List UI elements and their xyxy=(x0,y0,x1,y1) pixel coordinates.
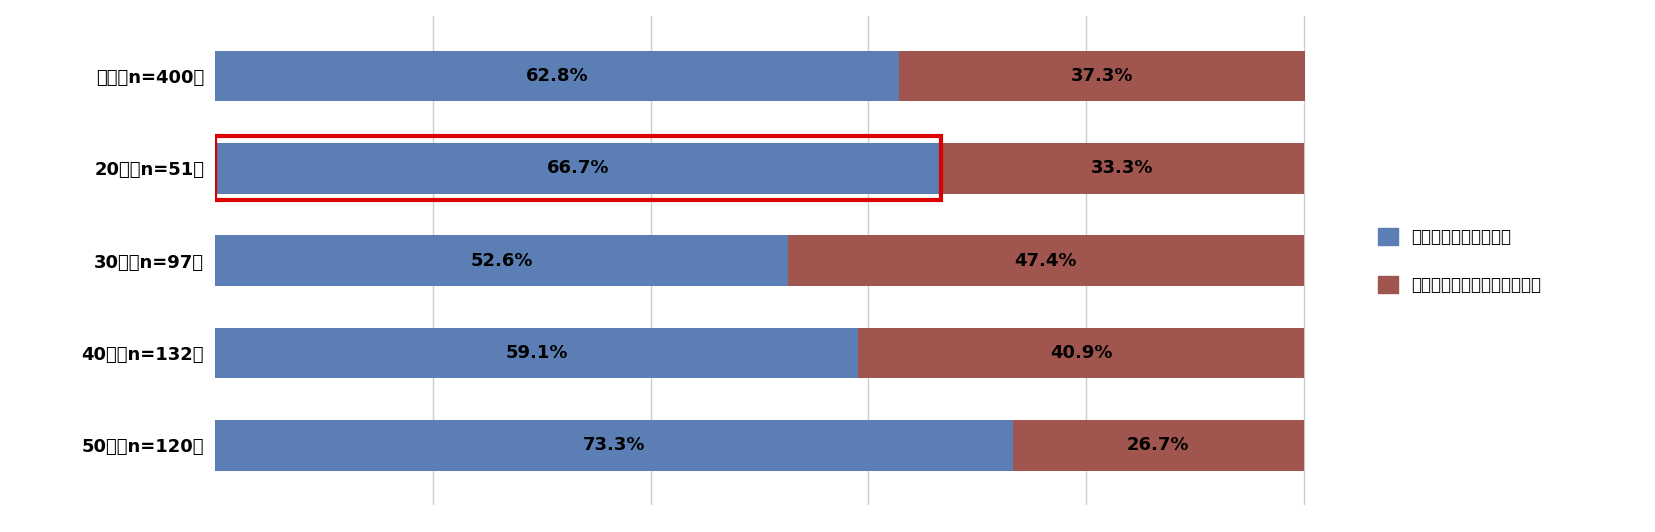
Bar xyxy=(899,51,1304,102)
Text: 73.3%: 73.3% xyxy=(583,436,645,454)
Text: 37.3%: 37.3% xyxy=(1069,67,1132,85)
Text: 62.8%: 62.8% xyxy=(525,67,588,85)
Text: 52.6%: 52.6% xyxy=(470,252,533,270)
Text: 66.7%: 66.7% xyxy=(546,159,609,177)
Bar xyxy=(215,235,788,286)
Bar xyxy=(215,51,899,102)
Bar xyxy=(788,235,1302,286)
Legend: 愛情をもって怒る上司, 決して怒らないドライな上司: 愛情をもって怒る上司, 決して怒らないドライな上司 xyxy=(1377,228,1541,294)
Text: 26.7%: 26.7% xyxy=(1127,436,1188,454)
Text: 40.9%: 40.9% xyxy=(1049,344,1112,362)
Text: 59.1%: 59.1% xyxy=(505,344,568,362)
Text: 47.4%: 47.4% xyxy=(1015,252,1076,270)
Bar xyxy=(940,143,1302,194)
Bar xyxy=(215,420,1013,471)
Bar xyxy=(215,328,857,378)
Bar xyxy=(1013,420,1302,471)
Bar xyxy=(215,143,940,194)
Bar xyxy=(857,328,1302,378)
Text: 33.3%: 33.3% xyxy=(1091,159,1154,177)
